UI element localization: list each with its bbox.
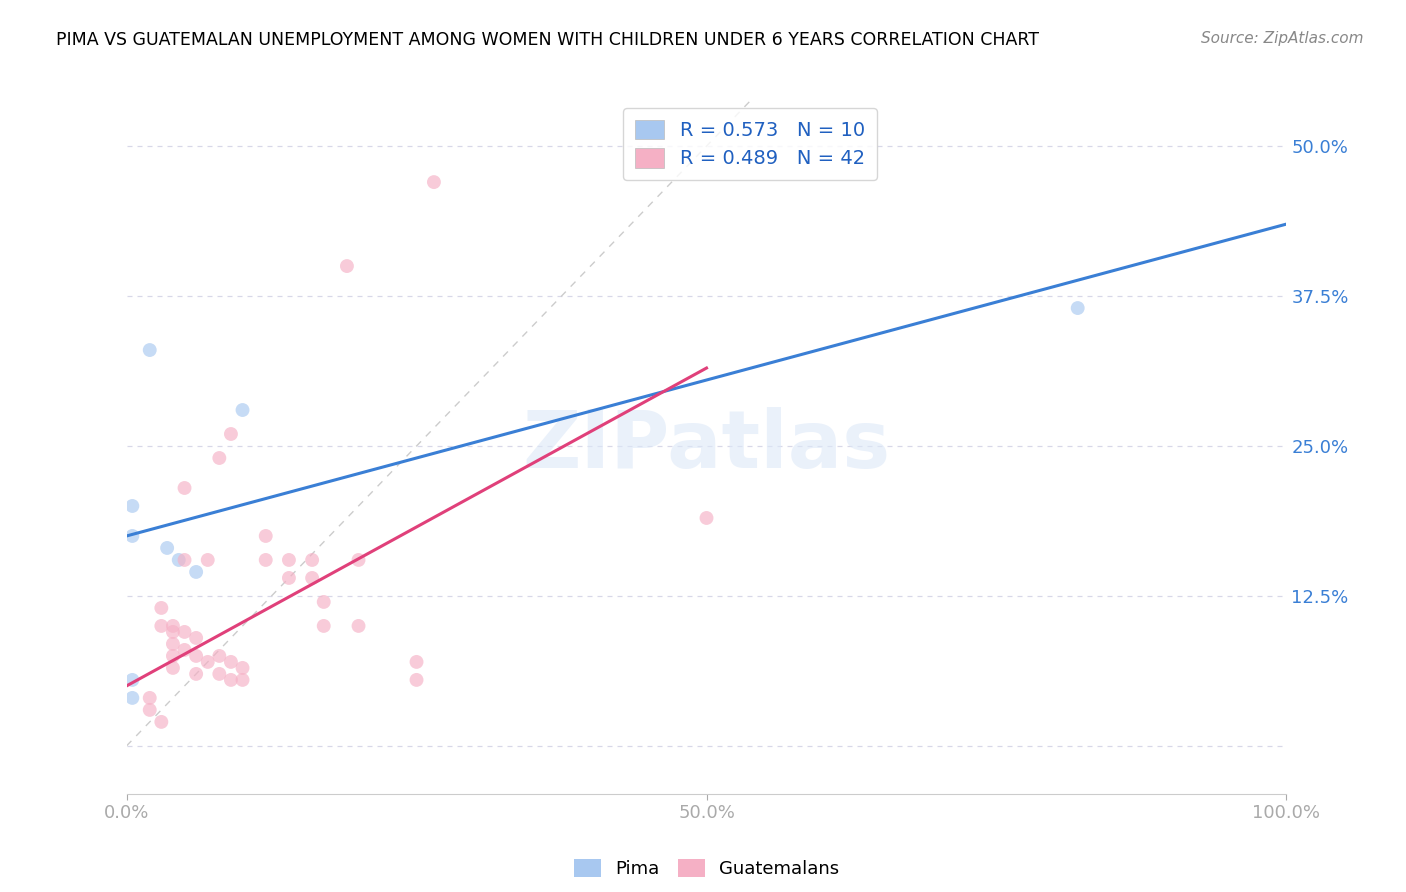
Point	[138, 343, 162, 357]
Point	[121, 673, 143, 687]
Point	[405, 673, 427, 687]
Point	[121, 690, 143, 705]
Point	[162, 624, 184, 639]
Text: PIMA VS GUATEMALAN UNEMPLOYMENT AMONG WOMEN WITH CHILDREN UNDER 6 YEARS CORRELAT: PIMA VS GUATEMALAN UNEMPLOYMENT AMONG WO…	[56, 31, 1039, 49]
Point	[231, 673, 254, 687]
Point	[254, 553, 277, 567]
Point	[173, 553, 195, 567]
Point	[121, 529, 143, 543]
Point	[167, 553, 190, 567]
Point	[150, 714, 173, 729]
Point	[138, 690, 162, 705]
Point	[312, 595, 335, 609]
Point	[208, 648, 231, 663]
Legend: Pima, Guatemalans: Pima, Guatemalans	[567, 852, 846, 886]
Point	[231, 403, 254, 417]
Point	[1067, 301, 1090, 315]
Point	[423, 175, 446, 189]
Point	[173, 624, 195, 639]
Point	[186, 631, 208, 645]
Point	[405, 655, 427, 669]
Point	[197, 553, 219, 567]
Text: ZIPatlas: ZIPatlas	[523, 407, 890, 485]
Point	[186, 565, 208, 579]
Point	[219, 427, 242, 442]
Point	[208, 450, 231, 465]
Point	[186, 648, 208, 663]
Point	[197, 655, 219, 669]
Point	[156, 541, 179, 555]
Point	[121, 499, 143, 513]
Point	[138, 703, 162, 717]
Point	[301, 571, 323, 585]
Point	[278, 553, 301, 567]
Point	[347, 619, 370, 633]
Point	[219, 673, 242, 687]
Point	[219, 655, 242, 669]
Point	[162, 637, 184, 651]
Point	[162, 648, 184, 663]
Point	[162, 619, 184, 633]
Point	[208, 667, 231, 681]
Point	[150, 619, 173, 633]
Text: Source: ZipAtlas.com: Source: ZipAtlas.com	[1201, 31, 1364, 46]
Point	[173, 643, 195, 657]
Point	[696, 511, 718, 525]
Point	[231, 661, 254, 675]
Point	[347, 553, 370, 567]
Point	[312, 619, 335, 633]
Point	[173, 481, 195, 495]
Point	[150, 601, 173, 615]
Point	[162, 661, 184, 675]
Point	[278, 571, 301, 585]
Point	[336, 259, 359, 273]
Point	[301, 553, 323, 567]
Point	[186, 667, 208, 681]
Point	[254, 529, 277, 543]
